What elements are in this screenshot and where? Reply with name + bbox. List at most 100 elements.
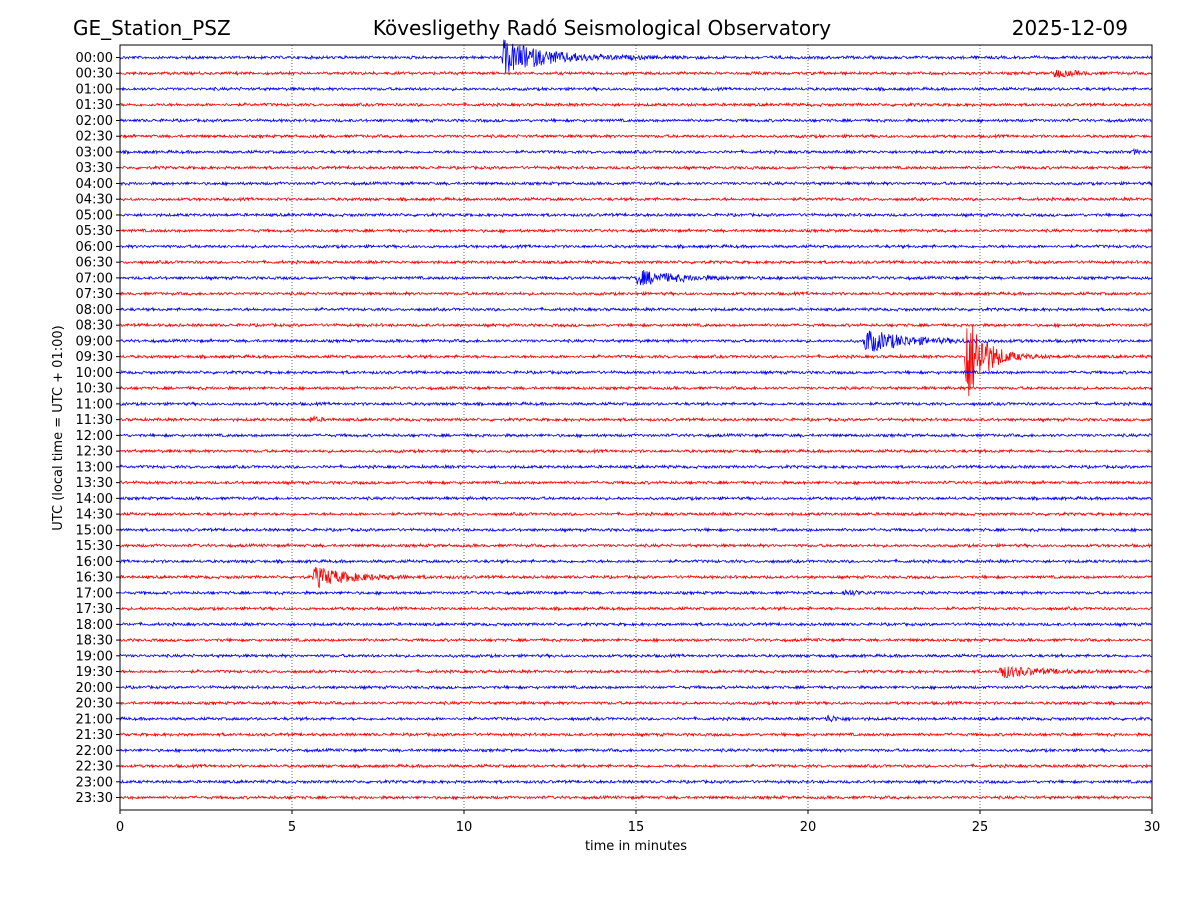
y-tick-label: 14:00 xyxy=(76,492,113,507)
trace-0300 xyxy=(119,147,1153,156)
y-tick-label: 13:00 xyxy=(76,460,113,475)
y-tick-label: 10:00 xyxy=(76,366,113,381)
trace-1800 xyxy=(119,621,1153,628)
trace-1830 xyxy=(119,637,1153,644)
trace-0700 xyxy=(119,269,1153,286)
date-title: 2025-12-09 xyxy=(1012,16,1128,40)
trace-2200 xyxy=(119,747,1153,754)
trace-0000 xyxy=(119,39,1153,74)
trace-0430 xyxy=(119,196,1153,203)
x-tick-label: 15 xyxy=(628,820,645,835)
trace-0730 xyxy=(119,290,1152,297)
x-tick-label: 20 xyxy=(800,820,817,835)
y-tick-label: 02:00 xyxy=(76,114,113,129)
y-tick-label: 15:30 xyxy=(76,539,113,554)
y-tick-label: 23:00 xyxy=(76,775,113,790)
grid-lines xyxy=(291,45,981,810)
y-tick-label: 19:00 xyxy=(76,649,113,664)
trace-1400 xyxy=(119,495,1153,502)
y-tick-label: 15:00 xyxy=(76,523,113,538)
x-tick-label: 30 xyxy=(1144,820,1161,835)
trace-1200 xyxy=(119,432,1153,439)
trace-1430 xyxy=(119,510,1153,517)
y-tick-label: 08:30 xyxy=(76,319,113,334)
y-tick-label: 10:30 xyxy=(76,382,113,397)
trace-0130 xyxy=(119,101,1153,108)
trace-2130 xyxy=(119,731,1153,738)
y-tick-label: 22:00 xyxy=(76,744,113,759)
y-axis-label: UTC (local time = UTC + 01:00) xyxy=(51,325,66,530)
y-tick-label: 12:30 xyxy=(76,445,113,460)
y-tick-label: 16:30 xyxy=(76,571,113,586)
y-tick-label: 00:00 xyxy=(76,51,113,66)
station-title: GE_Station_PSZ xyxy=(73,16,231,40)
y-tick-label: 05:30 xyxy=(76,224,113,239)
y-tick-label: 21:00 xyxy=(76,712,113,727)
trace-0100 xyxy=(119,85,1153,93)
y-tick-label: 00:30 xyxy=(76,67,113,82)
trace-2300 xyxy=(119,778,1153,785)
trace-1030 xyxy=(120,385,1153,392)
y-tick-label: 13:30 xyxy=(76,476,113,491)
trace-0230 xyxy=(119,133,1153,140)
x-tick-label: 25 xyxy=(972,820,989,835)
x-tick-label: 10 xyxy=(456,820,473,835)
trace-2100 xyxy=(119,714,1153,723)
trace-2230 xyxy=(120,762,1153,770)
plot-frame xyxy=(119,44,1153,811)
trace-0400 xyxy=(119,180,1153,187)
y-tick-label: 23:30 xyxy=(76,791,113,806)
trace-2000 xyxy=(119,684,1153,691)
trace-1900 xyxy=(119,652,1153,659)
y-tick-label: 11:30 xyxy=(76,413,113,428)
y-tick-label: 22:30 xyxy=(76,760,113,775)
y-tick-label: 09:00 xyxy=(76,334,113,349)
trace-1130 xyxy=(119,415,1153,424)
trace-1700 xyxy=(119,589,1153,597)
trace-0630 xyxy=(119,259,1153,266)
y-tick-label: 21:30 xyxy=(76,728,113,743)
trace-1930 xyxy=(119,665,1153,678)
trace-0930 xyxy=(119,324,1153,397)
trace-1500 xyxy=(119,526,1153,533)
y-tick-label: 18:00 xyxy=(76,618,113,633)
y-tick-label: 08:00 xyxy=(76,303,113,318)
trace-1330 xyxy=(119,479,1153,486)
chart-title: Kövesligethy Radó Seismological Observat… xyxy=(373,16,831,40)
trace-0530 xyxy=(119,227,1153,234)
y-tick-label: 06:00 xyxy=(76,240,113,255)
y-tick-label: 02:30 xyxy=(76,130,113,145)
trace-2030 xyxy=(119,699,1153,707)
y-tick-label: 20:30 xyxy=(76,697,113,712)
y-tick-label: 09:30 xyxy=(76,350,113,365)
trace-1630 xyxy=(119,567,1153,589)
y-tick-label: 01:30 xyxy=(76,98,113,113)
y-tick-label: 07:00 xyxy=(76,271,113,286)
trace-0330 xyxy=(119,164,1153,171)
trace-0500 xyxy=(119,211,1153,218)
y-tick-label: 04:00 xyxy=(76,177,113,192)
x-tick-labels: 0 5 10 15 20 25 30 xyxy=(116,810,1160,835)
y-tick-label: 11:00 xyxy=(76,397,113,412)
trace-1600 xyxy=(119,558,1153,565)
y-tick-label: 06:30 xyxy=(76,256,113,271)
trace-0600 xyxy=(119,243,1153,250)
y-tick-label: 04:30 xyxy=(76,193,113,208)
trace-1730 xyxy=(119,605,1153,612)
y-tick-label: 18:30 xyxy=(76,634,113,649)
trace-1100 xyxy=(119,400,1153,407)
x-axis-label: time in minutes xyxy=(585,839,687,854)
y-tick-label: 17:00 xyxy=(76,586,113,601)
trace-1300 xyxy=(119,463,1153,470)
y-tick-label: 17:30 xyxy=(76,602,113,617)
y-tick-labels: 00:0000:3001:0001:3002:0002:3003:0003:30… xyxy=(76,51,120,806)
trace-0800 xyxy=(119,306,1153,313)
y-tick-label: 14:30 xyxy=(76,508,113,523)
trace-2330 xyxy=(119,794,1153,801)
traces xyxy=(119,39,1153,801)
y-tick-label: 03:00 xyxy=(76,145,113,160)
y-tick-label: 01:00 xyxy=(76,82,113,97)
x-tick-label: 0 xyxy=(116,820,124,835)
trace-1230 xyxy=(119,448,1153,455)
